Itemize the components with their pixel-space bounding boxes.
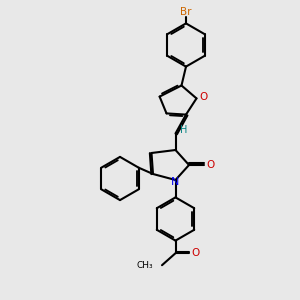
Text: H: H: [180, 125, 188, 135]
Text: O: O: [199, 92, 207, 102]
Text: N: N: [170, 177, 179, 188]
Text: CH₃: CH₃: [137, 261, 154, 270]
Text: Br: Br: [180, 7, 192, 17]
Text: O: O: [206, 160, 215, 170]
Text: O: O: [191, 248, 200, 258]
